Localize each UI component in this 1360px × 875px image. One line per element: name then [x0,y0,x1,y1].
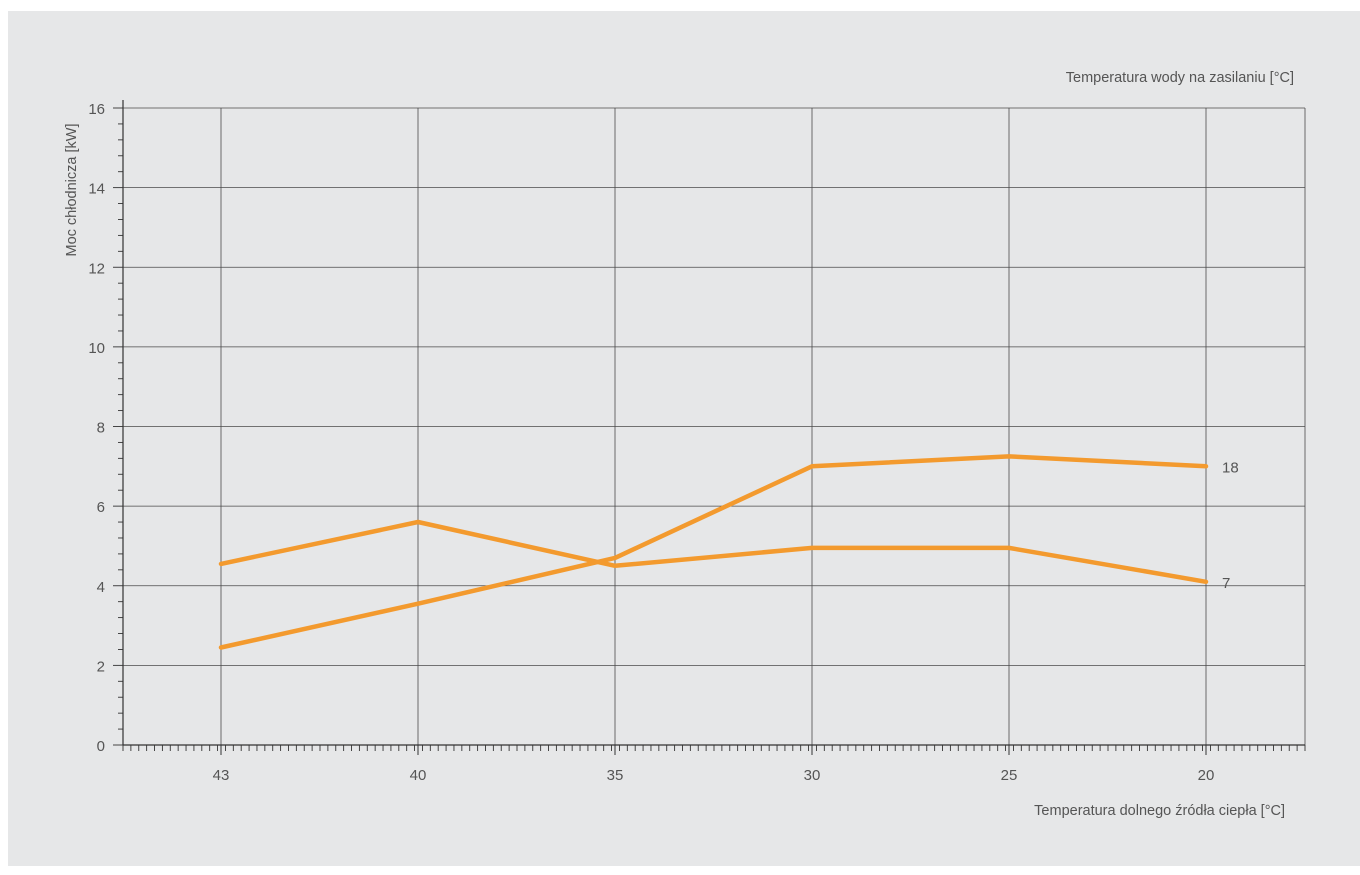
series-line-18 [218,454,1209,650]
x-tick-label: 40 [410,767,427,784]
x-tick-label: 30 [804,767,821,784]
y-tick-label: 10 [88,340,105,357]
x-tick-label: 43 [213,767,230,784]
y-tick-label: 6 [97,499,105,516]
x-tick-label: 20 [1198,767,1215,784]
y-tick-label: 16 [88,101,105,118]
y-tick-label: 4 [97,579,105,596]
series-label-18: 18 [1222,459,1239,476]
chart-panel: Temperatura wody na zasilaniu [°C] Moc c… [8,11,1360,866]
y-tick-label: 8 [97,420,105,437]
x-axis-label: Temperatura dolnego źródła ciepła [°C] [1034,803,1285,819]
legend-title: Temperatura wody na zasilaniu [°C] [1065,70,1294,86]
series-label-7: 7 [1222,575,1230,592]
y-tick-label: 14 [88,181,105,198]
series-line-7 [218,519,1209,585]
x-tick-label: 25 [1001,767,1018,784]
y-tick-label: 2 [97,658,105,675]
y-tick-label: 0 [97,738,105,755]
x-tick-label: 35 [607,767,624,784]
y-tick-label: 12 [88,260,105,277]
